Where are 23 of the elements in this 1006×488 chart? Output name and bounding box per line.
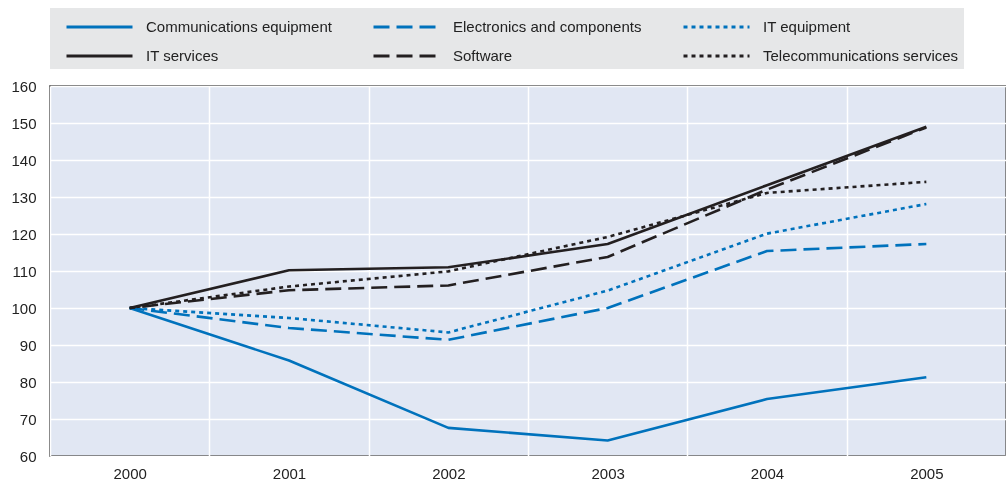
x-tick-label: 2002 [432,464,466,482]
y-tick-label: 80 [19,373,37,391]
y-tick-label: 130 [11,188,37,206]
x-tick-label: 2005 [910,464,944,482]
x-tick-label: 2004 [750,464,785,482]
y-tick-label: 60 [19,447,37,465]
y-tick-label: 150 [11,114,37,132]
y-tick-label: 100 [11,299,37,317]
legend-label: Telecommunications services [763,47,959,64]
y-tick-label: 120 [11,225,37,243]
y-tick-label: 140 [11,151,37,169]
x-tick-label: 2003 [591,464,625,482]
legend-label: Communications equipment [146,18,333,35]
x-tick-label: 2000 [113,464,147,482]
y-tick-label: 90 [19,336,37,354]
legend-label: IT services [146,47,219,64]
y-tick-label: 110 [12,262,37,280]
legend-label: IT equipment [763,18,852,35]
x-tick-label: 2001 [272,464,307,482]
legend-label: Software [453,47,513,64]
legend-label: Electronics and components [453,18,642,35]
y-tick-label: 70 [19,410,37,428]
y-tick-label: 160 [11,77,37,95]
